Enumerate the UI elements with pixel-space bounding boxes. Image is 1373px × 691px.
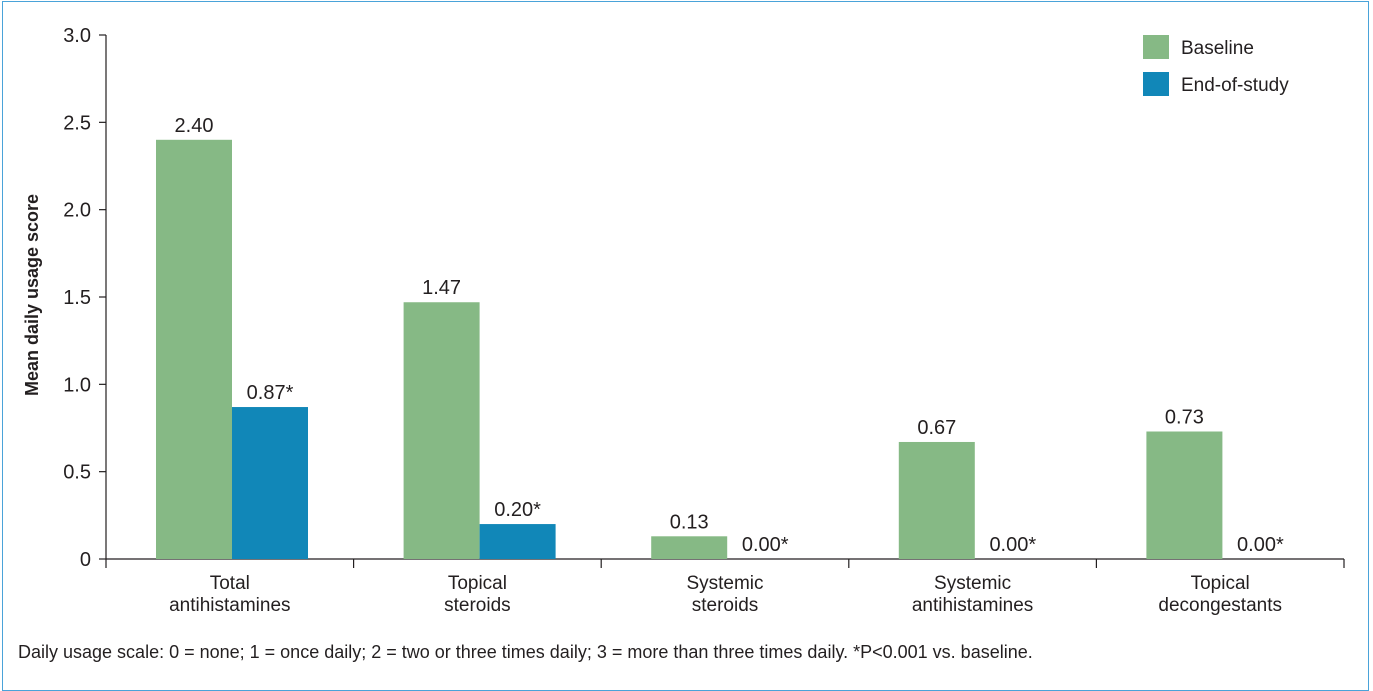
- legend-label: End-of-study: [1181, 75, 1289, 96]
- x-category-label-line: Topical: [1191, 573, 1250, 594]
- x-category-label-line: steroids: [692, 595, 759, 616]
- baseline-bar: [403, 302, 480, 559]
- bar-value-label: 0.87*: [247, 382, 294, 404]
- end-of-study-bar: [479, 524, 556, 559]
- bar-value-label: 0.73: [1165, 406, 1204, 428]
- y-axis-title: Mean daily usage score: [22, 194, 42, 396]
- y-tick-label: 0.5: [63, 462, 91, 484]
- bar-value-label: 0.67: [917, 417, 956, 439]
- x-category-label-line: steroids: [444, 595, 511, 616]
- bar-value-label: 0.13: [670, 511, 709, 533]
- x-category-label-line: decongestants: [1158, 595, 1282, 616]
- legend: Baseline End-of-study: [1143, 35, 1289, 96]
- legend-swatch: [1143, 35, 1169, 59]
- baseline-bar: [1146, 431, 1223, 559]
- bar-value-label: 1.47: [422, 277, 461, 299]
- y-tick-label: 3.0: [63, 25, 91, 47]
- bar-value-label: 2.40: [175, 115, 214, 137]
- y-tick-label: 2.0: [63, 200, 91, 222]
- baseline-bar: [651, 536, 728, 559]
- baseline-bar: [898, 441, 975, 559]
- x-category-label: Total antihistamines: [169, 573, 290, 616]
- bars: 2.40 1.47 0.13 0.67 0.73 0.87* 0.20* 0.00* 0.00*…: [156, 115, 1284, 560]
- x-category-label: Topical steroids: [444, 573, 511, 616]
- bar-value-label: 0.00*: [742, 534, 789, 556]
- x-category-label-line: antihistamines: [912, 595, 1033, 616]
- x-category-label-line: Systemic: [686, 573, 763, 594]
- end-of-study-bar: [232, 407, 308, 559]
- y-tick-label: 1.5: [63, 287, 91, 309]
- y-tick-label: 0: [80, 549, 91, 571]
- x-category-label: Topical decongestants: [1158, 573, 1282, 616]
- x-category-label: Systemic antihistamines: [912, 573, 1033, 616]
- y-tick-label: 1.0: [63, 374, 91, 396]
- x-category-label-line: Total: [210, 573, 250, 594]
- legend-label: Baseline: [1181, 38, 1254, 59]
- y-axis: 0 0.5 1.0 1.5 2.0 2.5 3.0: [63, 25, 107, 571]
- bar-value-label: 0.00*: [1237, 534, 1284, 556]
- x-category-label-line: Topical: [448, 573, 507, 594]
- footnote: Daily usage scale: 0 = none; 1 = once da…: [18, 642, 1033, 662]
- bar-value-label: 0.00*: [989, 534, 1036, 556]
- x-category-label-line: antihistamines: [169, 595, 290, 616]
- x-category-label-line: Systemic: [934, 573, 1011, 594]
- legend-swatch: [1143, 72, 1169, 96]
- bar-chart: 00.51.01.52.02.53.0 Total antihistaminesT…: [22, 25, 1345, 616]
- y-tick-label: 2.5: [63, 112, 91, 134]
- x-category-label: Systemic steroids: [686, 573, 763, 616]
- baseline-bar: [156, 139, 232, 560]
- bar-value-label: 0.20*: [494, 499, 541, 521]
